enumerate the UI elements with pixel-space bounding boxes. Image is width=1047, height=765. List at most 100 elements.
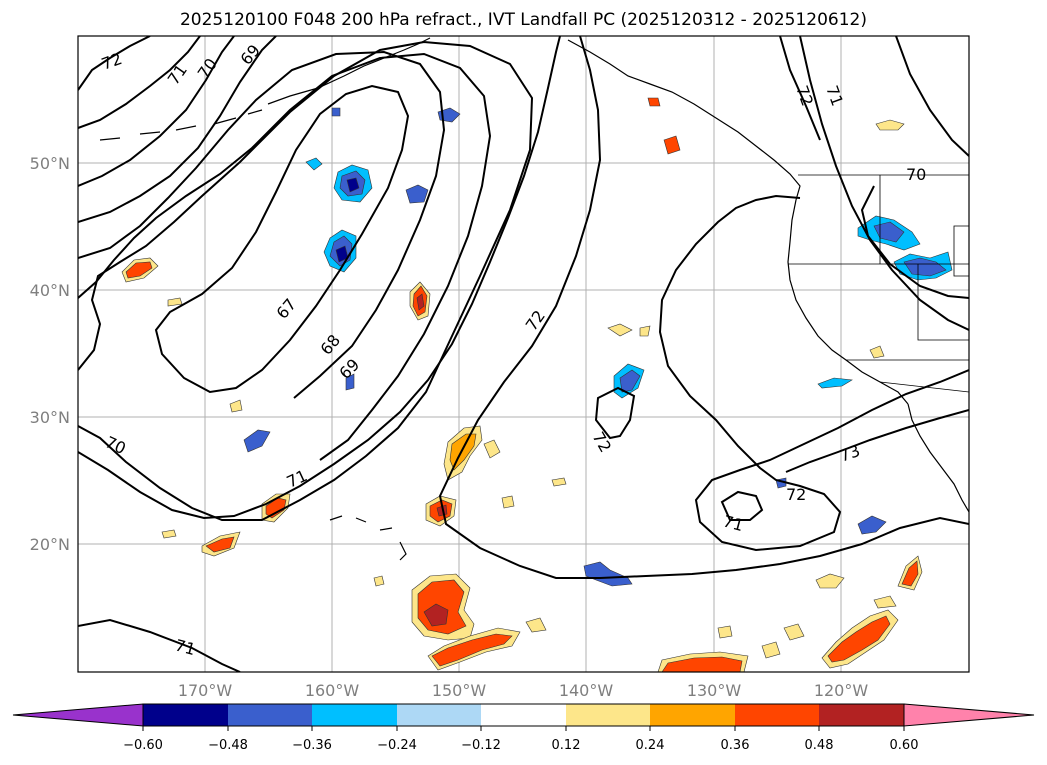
aleutian-islands (99, 109, 263, 141)
contour-69-central (78, 52, 492, 461)
neg-blob (345, 373, 355, 391)
neg-blob (903, 257, 947, 277)
contour-71-nw (78, 36, 201, 129)
contour-72-east (658, 194, 969, 552)
pos-blob (205, 536, 235, 553)
colorbar-extend-high (903, 703, 1035, 727)
pos-blob (373, 575, 385, 587)
lat-label: 30°N (30, 408, 70, 427)
colorbar-tick-label: 0.12 (552, 738, 581, 753)
refractivity-contours (78, 36, 969, 672)
baja-coast (907, 403, 969, 513)
colorbar-tick-label: −0.60 (123, 738, 163, 753)
colorbar-segment (143, 704, 228, 726)
pos-blob (869, 345, 885, 359)
map-title: 2025120100 F048 200 hPa refract., IVT La… (179, 10, 867, 30)
pos-blob (661, 656, 743, 672)
colorbar-segment (397, 704, 481, 726)
state-borders (788, 175, 969, 400)
contour-71-ne (799, 36, 969, 331)
lat-label: 20°N (30, 535, 70, 554)
neg-blob (857, 515, 887, 535)
lon-label: 120°W (814, 681, 869, 700)
contour-72-central (438, 36, 969, 579)
contour-70-nw (78, 36, 235, 187)
negative-anomaly-fills (243, 107, 953, 587)
pos-blob (125, 261, 153, 279)
contour-label: 70 (906, 165, 926, 184)
pos-blob (717, 625, 733, 639)
colorbar: −0.60 −0.48 −0.36 −0.24 −0.12 0.12 0.24 … (12, 703, 1035, 753)
contour-69-nw (78, 36, 277, 223)
contour-72-nw (78, 36, 151, 91)
contour-72-ne (779, 36, 821, 141)
colorbar-extend-low (12, 703, 144, 727)
pos-blob (901, 560, 919, 587)
colorbar-tick-label: −0.24 (377, 738, 417, 753)
colorbar-segment (312, 704, 397, 726)
pos-blob (551, 477, 567, 487)
pos-blob (416, 293, 425, 311)
lon-label: 170°W (178, 681, 233, 700)
pos-blob (483, 439, 501, 459)
alaska-coast (267, 37, 431, 105)
contour-71-south (78, 36, 561, 520)
pos-blob (783, 623, 805, 641)
pos-blob (663, 135, 681, 155)
lon-label: 140°W (559, 681, 614, 700)
colorbar-segment (566, 704, 650, 726)
lon-label: 130°W (687, 681, 742, 700)
colorbar-tick-label: 0.36 (721, 738, 750, 753)
pos-blob (431, 633, 513, 667)
contour-73 (785, 409, 969, 473)
neg-blob (873, 221, 905, 243)
coastlines (99, 37, 969, 561)
pos-blob (607, 323, 633, 337)
map-panel (78, 36, 969, 672)
colorbar-tick-labels: −0.60 −0.48 −0.36 −0.24 −0.12 0.12 0.24 … (123, 738, 918, 753)
pos-blob (875, 119, 905, 131)
hawaii (329, 515, 407, 561)
colorbar-segment (819, 704, 904, 726)
contour-71-eddy (720, 490, 764, 521)
lat-label: 50°N (30, 154, 70, 173)
contour-67 (154, 84, 410, 394)
contour-label: 71 (173, 636, 198, 660)
contour-70-south (78, 40, 534, 521)
us-west-coast (787, 199, 909, 405)
colorbar-tick-label: −0.36 (292, 738, 332, 753)
map-frame (77, 35, 970, 673)
pos-blob (873, 595, 897, 609)
lat-label: 40°N (30, 281, 70, 300)
pos-blob (229, 399, 243, 413)
colorbar-tick-label: 0.60 (890, 738, 919, 753)
colorbar-tick-label: −0.12 (461, 738, 501, 753)
pos-blob (647, 97, 661, 107)
pos-blob (827, 615, 891, 663)
contour-label: 71 (721, 512, 746, 536)
pos-blob (525, 617, 547, 633)
bc-coast (567, 39, 801, 201)
contour-72-eddy (594, 386, 636, 440)
contour-70-ne (860, 36, 969, 299)
pos-blob (423, 603, 449, 627)
pos-blob (501, 495, 515, 509)
neg-blob (243, 429, 271, 453)
lon-label: 160°W (305, 681, 360, 700)
neg-blob (817, 377, 853, 389)
colorbar-segment (481, 704, 566, 726)
longitude-labels: 170°W 160°W 150°W 140°W 130°W 120°W (178, 681, 869, 700)
colorbar-tick-label: 0.48 (805, 738, 834, 753)
pos-blob (639, 325, 651, 337)
colorbar-segment (735, 704, 819, 726)
pos-blob (161, 529, 177, 539)
neg-blob (346, 177, 360, 193)
neg-blob (405, 184, 429, 204)
colorbar-tick-label: −0.48 (208, 738, 248, 753)
colorbar-tick-label: 0.24 (636, 738, 665, 753)
pos-blob (815, 573, 845, 589)
lon-label: 150°W (432, 681, 487, 700)
colorbar-segment (650, 704, 735, 726)
contour-68 (78, 50, 446, 399)
